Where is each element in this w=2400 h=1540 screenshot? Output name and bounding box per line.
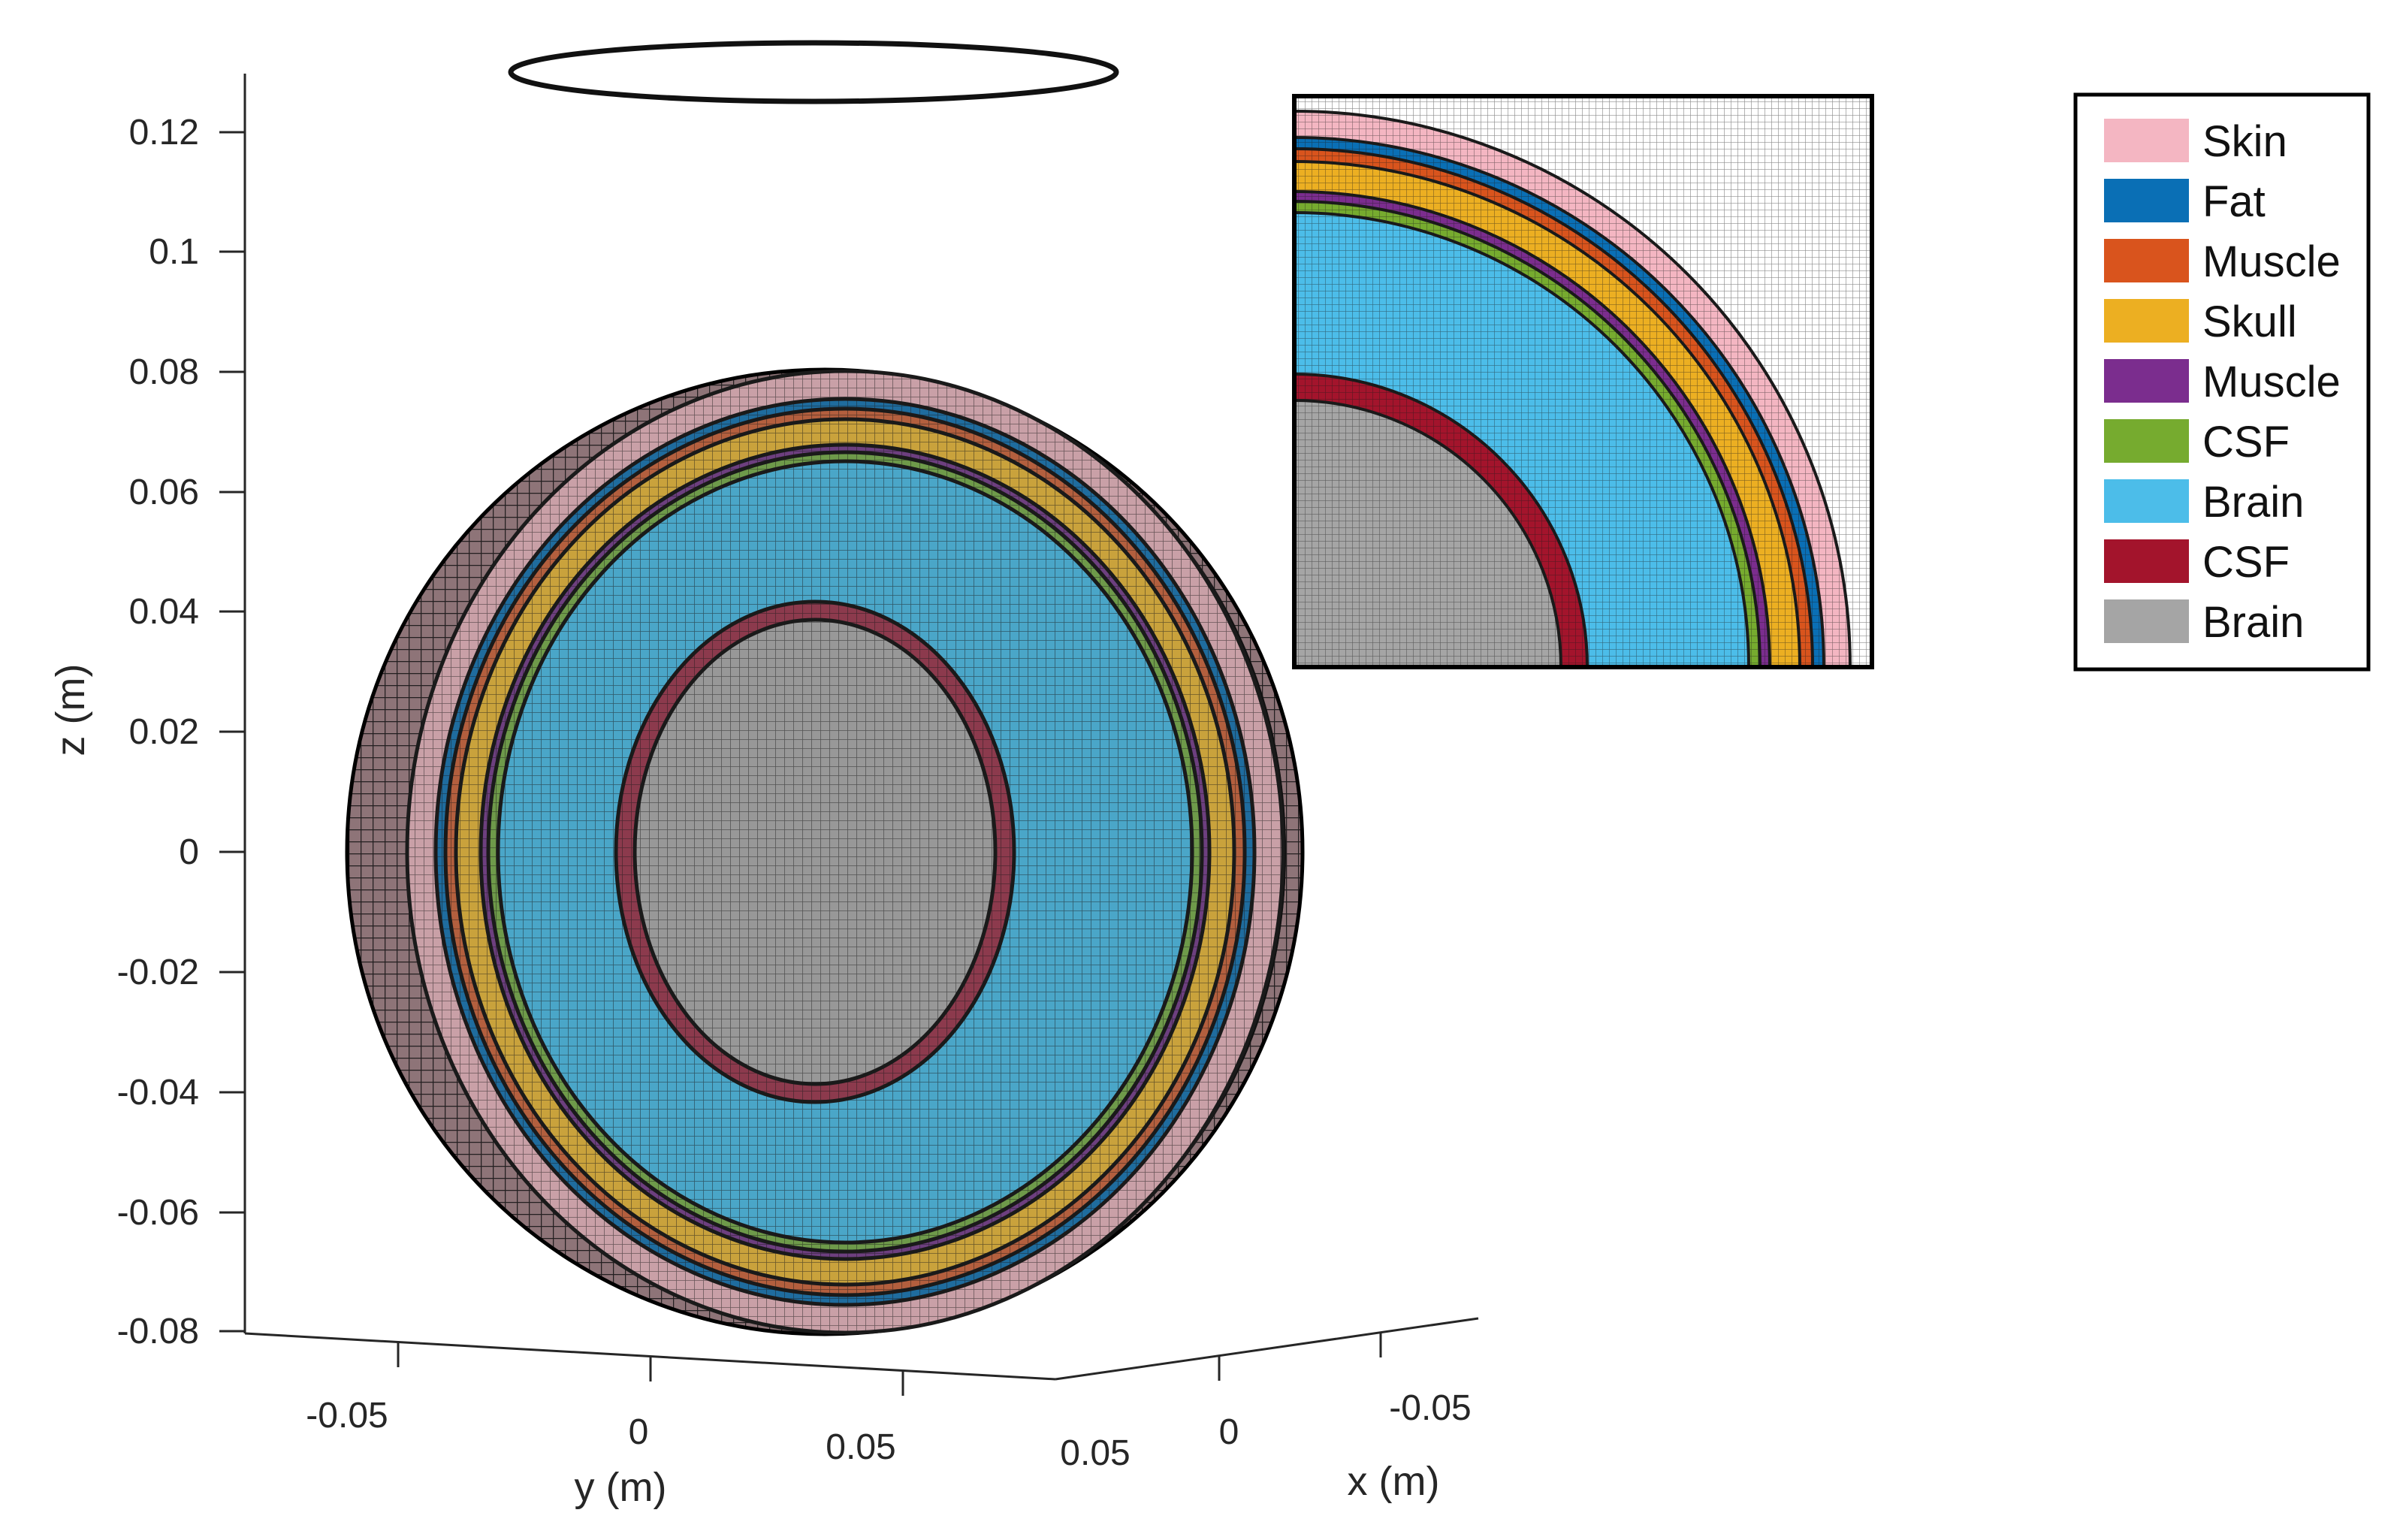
z-tick-label: -0.04: [117, 1073, 199, 1113]
z-tick-label: 0.04: [129, 592, 199, 632]
legend-label: CSF: [2202, 538, 2290, 587]
legend-item: Brain: [2103, 478, 2304, 527]
base-tick-labels: -0.05 0 0.05 0.05 0 -0.05: [306, 1388, 1471, 1473]
legend-swatch: [2103, 478, 2190, 524]
x-axis-title: x (m): [1348, 1459, 1440, 1504]
legend-label: Brain: [2202, 478, 2304, 527]
z-tick-label: 0: [179, 832, 199, 872]
legend-swatch: [2103, 418, 2190, 464]
zoom-inset: [1292, 94, 1874, 669]
legend-label: Muscle: [2202, 237, 2341, 286]
legend-label: Brain: [2202, 598, 2304, 647]
legend-item: Muscle: [2103, 358, 2341, 406]
z-tick-label: 0.06: [129, 473, 199, 512]
z-tick-label: 0.12: [129, 113, 199, 152]
base-tick-marks: [397, 1333, 1382, 1396]
z-tick-label: 0.08: [129, 352, 199, 392]
legend-swatch: [2103, 297, 2190, 344]
y-axis-title: y (m): [575, 1465, 667, 1510]
z-tick-label: -0.06: [117, 1193, 199, 1233]
legend-item: CSF: [2103, 538, 2290, 587]
coil-ellipse: [508, 40, 1119, 104]
legend-swatch: [2103, 117, 2190, 164]
legend-item: Brain: [2103, 598, 2304, 647]
y-tick-label: -0.05: [306, 1396, 388, 1436]
legend-item: Skin: [2103, 117, 2287, 166]
z-axis-title: z (m): [48, 664, 93, 756]
legend-item: Fat: [2103, 177, 2266, 226]
z-tick-label: -0.08: [117, 1312, 199, 1351]
legend-label: Fat: [2202, 177, 2266, 226]
y-tick-label: 0: [629, 1412, 649, 1452]
legend-item: Muscle: [2103, 237, 2341, 286]
z-tick-label: 0.1: [149, 232, 199, 272]
legend-item: CSF: [2103, 418, 2290, 467]
legend-swatch: [2103, 237, 2190, 284]
legend-label: Skull: [2202, 297, 2297, 346]
legend-item: Skull: [2103, 297, 2297, 346]
y-axis-line: [244, 1332, 1056, 1381]
cross-section-mesh: [407, 371, 1283, 1333]
z-tick-label: 0.02: [129, 712, 199, 752]
x-tick-label: 0: [1219, 1412, 1239, 1452]
z-tick-labels: 0.12 0.1 0.08 0.06 0.04 0.02 0 -0.02 -0.…: [117, 113, 199, 1351]
legend-label: Skin: [2202, 117, 2287, 166]
legend-swatch: [2103, 538, 2190, 584]
head-model: [345, 367, 1305, 1336]
legend-swatch: [2103, 358, 2190, 404]
x-axis-line: [1055, 1317, 1479, 1381]
z-tick-label: -0.02: [117, 953, 199, 992]
legend-swatch: [2103, 598, 2190, 645]
legend: Skin Fat Muscle Skull Muscle CSF Brain: [2073, 92, 2371, 672]
y-tick-label: 0.05: [826, 1427, 895, 1467]
x-tick-label: -0.05: [1389, 1388, 1471, 1428]
x-tick-label: 0.05: [1060, 1433, 1130, 1473]
legend-swatch: [2103, 177, 2190, 224]
z-tick-marks: [219, 131, 245, 1333]
legend-label: CSF: [2202, 418, 2290, 467]
axes-lines: [243, 74, 1479, 1381]
legend-label: Muscle: [2202, 358, 2341, 406]
inset-frame: [1292, 94, 1874, 669]
